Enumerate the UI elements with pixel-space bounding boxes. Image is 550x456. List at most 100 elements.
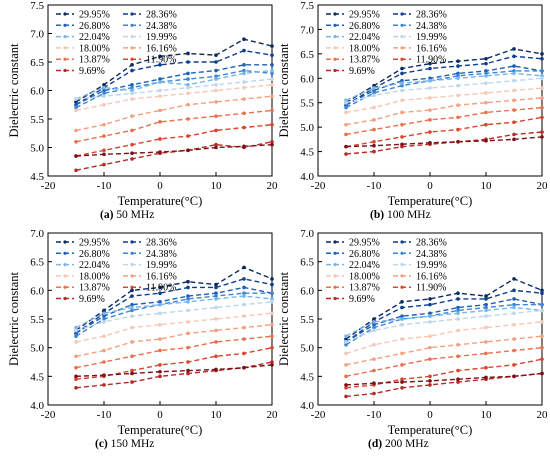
caption-d-text: 200 MHz	[384, 438, 429, 450]
data-point	[540, 320, 544, 324]
data-point	[540, 135, 544, 139]
series-line	[345, 303, 542, 346]
data-point	[242, 68, 246, 73]
data-point	[214, 145, 218, 150]
legend-marker	[63, 57, 67, 61]
data-point	[242, 351, 246, 356]
data-point	[270, 282, 274, 287]
data-point	[428, 118, 432, 122]
series-line	[75, 124, 273, 157]
data-point	[186, 279, 190, 284]
data-point	[512, 305, 516, 310]
data-point	[372, 381, 376, 386]
data-point	[102, 85, 106, 90]
data-point	[372, 140, 376, 144]
data-point	[456, 354, 460, 359]
series-line	[345, 131, 543, 155]
data-point	[372, 127, 376, 132]
data-point	[214, 88, 218, 93]
data-point	[74, 128, 78, 133]
data-point	[456, 317, 460, 321]
y-tick-label: 5.0	[30, 343, 44, 355]
data-point	[512, 348, 516, 353]
data-point	[102, 383, 106, 387]
data-point	[428, 311, 432, 316]
legend-marker	[63, 251, 67, 255]
data-point	[158, 300, 162, 304]
legend-label: 11.90%	[146, 55, 176, 66]
data-point	[130, 368, 134, 373]
data-point	[512, 288, 516, 293]
legend-marker	[130, 35, 134, 39]
data-point	[186, 117, 190, 121]
data-point	[74, 168, 78, 173]
legend-label: 13.87%	[79, 283, 110, 294]
data-point	[456, 328, 460, 333]
series-line	[75, 295, 273, 329]
legend-marker	[130, 57, 134, 61]
data-point	[74, 340, 78, 344]
data-point	[512, 64, 516, 68]
caption-b-letter: (b)	[370, 209, 385, 221]
data-point	[372, 149, 376, 154]
data-point	[242, 325, 246, 330]
data-point	[102, 152, 106, 157]
data-point	[158, 369, 162, 374]
data-point	[74, 108, 78, 113]
series-line	[345, 72, 543, 101]
legend-marker	[333, 285, 337, 289]
data-point	[344, 144, 348, 149]
data-point	[456, 93, 460, 98]
legend-label: 28.36%	[146, 238, 177, 249]
data-point	[344, 122, 348, 127]
data-point	[540, 288, 544, 293]
x-tick-label: -10	[367, 409, 382, 421]
data-point	[428, 383, 432, 387]
data-point	[102, 320, 106, 324]
data-point	[400, 98, 404, 103]
series-line	[75, 266, 273, 332]
legend-marker	[130, 251, 134, 255]
legend-marker	[63, 23, 67, 27]
data-point	[372, 368, 376, 373]
data-point	[242, 365, 246, 370]
data-point	[130, 88, 134, 93]
data-point	[130, 97, 134, 101]
data-point	[344, 351, 348, 356]
data-point	[74, 354, 78, 359]
data-point	[484, 81, 488, 85]
data-point	[158, 77, 162, 81]
legend-label: 22.04%	[349, 260, 380, 271]
data-point	[428, 314, 432, 318]
data-point	[344, 394, 348, 399]
legend-marker	[400, 251, 404, 255]
data-point	[214, 60, 218, 64]
data-point	[158, 108, 162, 113]
data-point	[372, 325, 376, 330]
data-point	[344, 386, 348, 390]
data-point	[74, 97, 78, 101]
y-tick-label: 5.5	[300, 314, 314, 326]
data-point	[74, 102, 78, 107]
x-axis-label: Temperature(°C)	[388, 423, 473, 437]
data-point	[372, 143, 376, 148]
data-point	[74, 374, 78, 379]
y-tick-label: 4.0	[30, 400, 44, 412]
data-point	[270, 322, 274, 327]
series-line	[345, 309, 543, 343]
data-point	[102, 360, 106, 364]
data-point	[344, 152, 348, 156]
y-tick-label: 5.5	[300, 98, 314, 110]
data-point	[540, 291, 544, 296]
series-line	[345, 116, 543, 148]
x-tick-label: -10	[97, 409, 112, 421]
legend-label: 26.80%	[349, 249, 380, 260]
data-point	[186, 77, 190, 81]
legend-label: 19.99%	[146, 32, 177, 43]
legend-label: 22.04%	[79, 32, 110, 43]
data-point	[400, 317, 404, 321]
x-tick-label: 20	[537, 180, 549, 192]
series-line	[345, 289, 543, 343]
data-point	[214, 74, 218, 79]
series-line	[345, 136, 543, 148]
